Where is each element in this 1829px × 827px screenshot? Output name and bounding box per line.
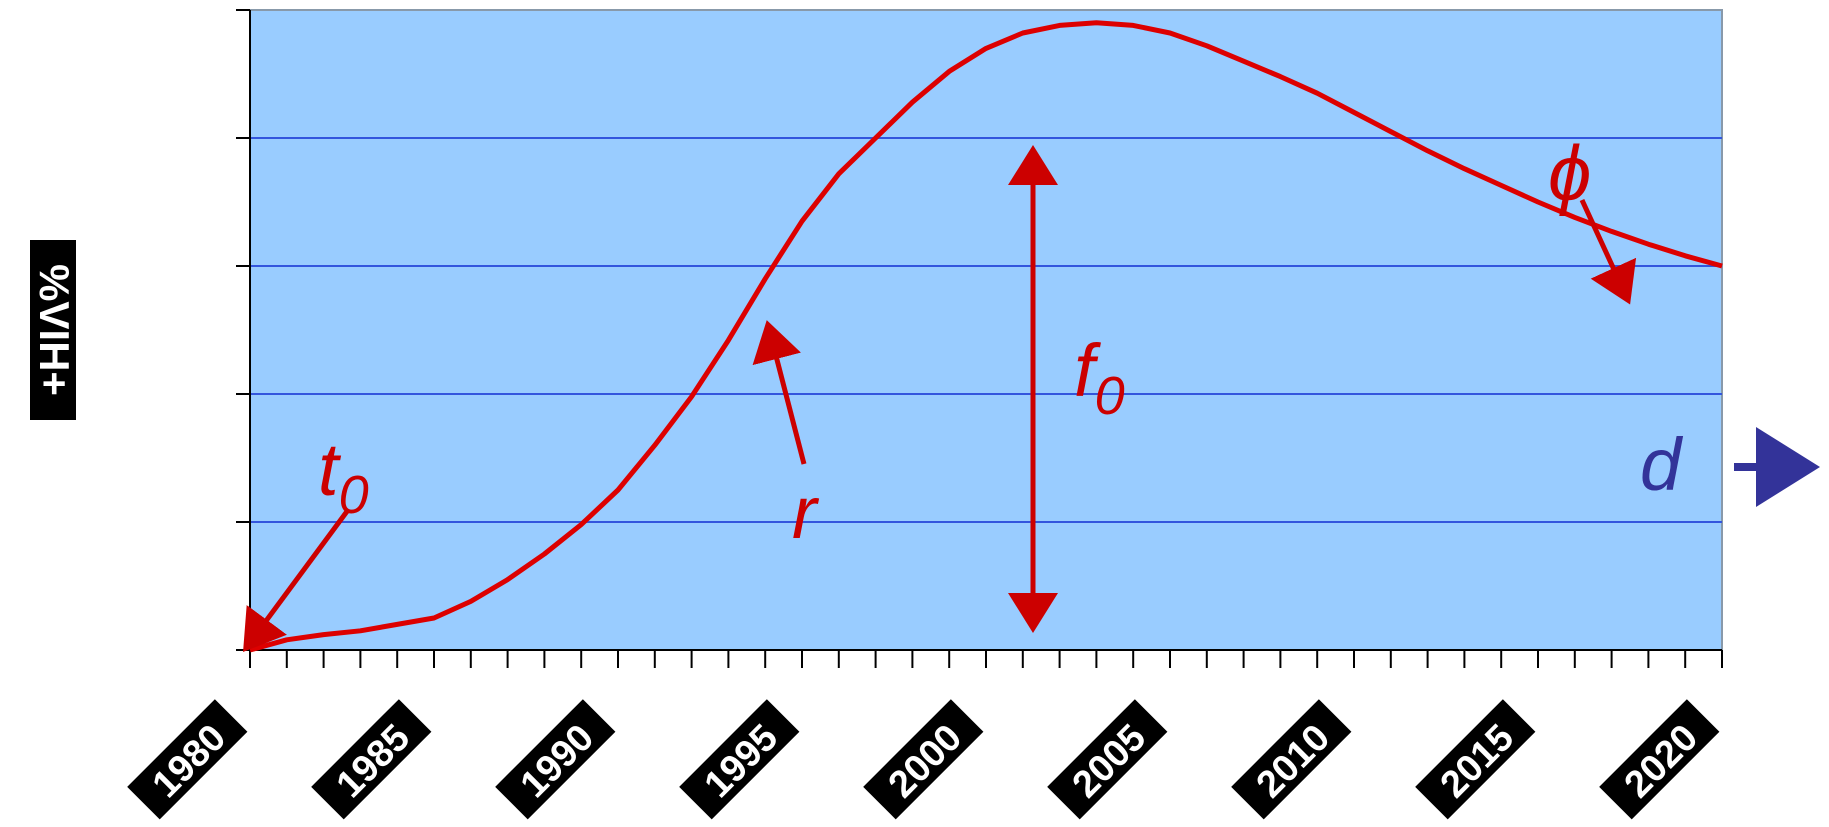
t0-label: t bbox=[318, 428, 342, 511]
t0-subscript: 0 bbox=[339, 465, 369, 525]
f0-subscript: 0 bbox=[1095, 366, 1125, 426]
x-tick-label-1985: 1985 bbox=[311, 699, 432, 820]
annotation-t0: t0 bbox=[243, 428, 369, 653]
x-tick-label-1995: 1995 bbox=[679, 699, 800, 820]
x-tick-label-1990: 1990 bbox=[495, 699, 616, 820]
svg-text:f0: f0 bbox=[1074, 329, 1125, 426]
x-tick-labels: 1980 1985 1990 1995 2000 2005 2010 2015 2020 bbox=[127, 699, 1720, 820]
y-ticks bbox=[236, 9, 250, 651]
x-tick-label-2015: 2015 bbox=[1415, 699, 1536, 820]
d-label: d bbox=[1640, 423, 1684, 506]
annotation-r: r bbox=[752, 320, 820, 554]
x-tick-label-2020: 2020 bbox=[1599, 699, 1720, 820]
phi-arrow bbox=[1579, 198, 1637, 305]
x-ticks bbox=[249, 650, 1723, 668]
series-line bbox=[249, 20, 1723, 653]
y-axis-label-group: %VIH+ bbox=[30, 240, 78, 420]
phi-label: ϕ bbox=[1548, 129, 1591, 217]
gridlines bbox=[250, 137, 1722, 523]
r-label: r bbox=[792, 471, 820, 554]
x-tick-label-1980: 1980 bbox=[127, 699, 248, 820]
t0-arrow bbox=[243, 508, 351, 653]
annotation-d: d bbox=[1640, 423, 1820, 507]
x-tick-label-2000: 2000 bbox=[863, 699, 984, 820]
annotation-phi: ϕ bbox=[1548, 129, 1637, 305]
x-tick-label-2010: 2010 bbox=[1231, 699, 1352, 820]
r-arrow bbox=[752, 320, 807, 465]
y-axis-label: %VIH+ bbox=[31, 264, 78, 396]
plot-area bbox=[249, 9, 1723, 651]
x-tick-label-2005: 2005 bbox=[1047, 699, 1168, 820]
svg-text:t0: t0 bbox=[318, 428, 369, 525]
annotation-f0: f0 bbox=[1008, 145, 1125, 633]
